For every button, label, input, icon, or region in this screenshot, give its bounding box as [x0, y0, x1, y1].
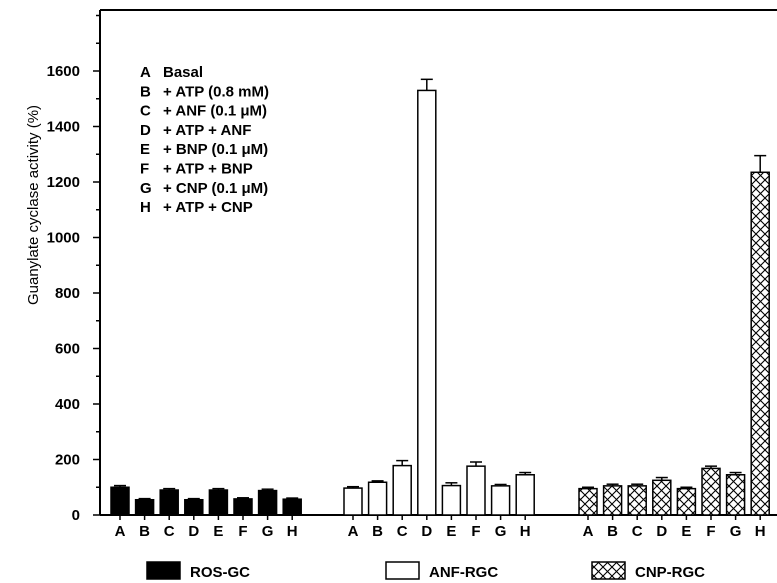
x-category-label: G	[495, 523, 507, 540]
y-tick-label: 1600	[47, 63, 80, 80]
legend-label: CNP-RGC	[635, 564, 705, 581]
bar-anf-rgc-c	[392, 464, 412, 516]
x-category-label: D	[656, 523, 667, 540]
x-category-label: D	[188, 523, 199, 540]
bar-cnp-rgc-g	[725, 474, 746, 516]
bar-cnp-rgc-b	[602, 485, 623, 516]
x-category-label: E	[213, 523, 223, 540]
x-category-label: G	[730, 523, 742, 540]
bar-ros-gc-c	[159, 489, 179, 516]
x-category-label: G	[262, 523, 274, 540]
key-description: + BNP (0.1 μM)	[163, 141, 268, 158]
bar-ros-gc-a	[110, 486, 130, 516]
bar-ros-gc-b	[134, 498, 155, 516]
bar-ros-gc-e	[208, 489, 229, 516]
x-category-label: A	[348, 523, 359, 540]
key-description: + ATP + BNP	[163, 161, 253, 178]
key-description: + ATP (0.8 mM)	[163, 83, 269, 100]
bar-anf-rgc-f	[466, 465, 486, 516]
bars	[110, 78, 770, 516]
y-tick-label: 0	[72, 507, 80, 524]
category-key: A Basal B + ATP (0.8 mM) C + ANF (0.1 μM) D + A…	[140, 64, 269, 216]
legend-label: ANF-RGC	[429, 564, 498, 581]
bar-cnp-rgc-e	[676, 487, 697, 516]
key-letter: F	[140, 161, 149, 178]
x-category-label: E	[681, 523, 691, 540]
key-description: + ATP + CNP	[163, 199, 253, 216]
x-category-label: C	[164, 523, 175, 540]
key-description: + ANF (0.1 μM)	[163, 103, 267, 120]
x-category-label: B	[372, 523, 383, 540]
x-category-label: F	[471, 523, 480, 540]
y-axis-label: Guanylate cyclase activity (%)	[25, 105, 42, 305]
y-tick-label: 600	[55, 341, 80, 358]
key-letter: B	[140, 83, 151, 100]
key-letter: E	[140, 141, 150, 158]
y-tick-label: 1000	[47, 230, 80, 247]
bar-cnp-rgc-h	[750, 171, 770, 516]
y-tick-label: 400	[55, 396, 80, 413]
key-description: + ATP + ANF	[163, 122, 251, 139]
bar-ros-gc-d	[184, 498, 204, 516]
y-tick-label: 800	[55, 285, 80, 302]
x-category-label: F	[706, 523, 715, 540]
y-tick-label: 1400	[47, 119, 80, 136]
bar-anf-rgc-a	[343, 487, 363, 516]
x-category-label: B	[607, 523, 618, 540]
legend-swatch-cnp-rgc	[591, 561, 626, 580]
key-letter: C	[140, 103, 151, 120]
bar-anf-rgc-d	[417, 89, 437, 516]
legend-label: ROS-GC	[190, 564, 250, 581]
key-letter: G	[140, 180, 152, 197]
legend-swatch-anf-rgc	[385, 561, 420, 580]
x-category-label: A	[583, 523, 594, 540]
y-tick-label: 200	[55, 452, 80, 469]
x-category-label: H	[755, 523, 766, 540]
key-letter: D	[140, 122, 151, 139]
key-description: Basal	[163, 64, 203, 81]
bar-anf-rgc-g	[490, 485, 511, 516]
x-category-label: H	[287, 523, 298, 540]
key-letter: H	[140, 199, 151, 216]
bar-cnp-rgc-a	[578, 487, 598, 516]
x-category-label: C	[397, 523, 408, 540]
bar-cnp-rgc-f	[701, 467, 721, 516]
x-category-label: A	[115, 523, 126, 540]
key-letter: A	[140, 64, 151, 81]
x-category-label: F	[238, 523, 247, 540]
bar-cnp-rgc-d	[652, 479, 672, 516]
x-category-label: B	[139, 523, 150, 540]
bar-anf-rgc-b	[367, 481, 388, 516]
bar-anf-rgc-h	[515, 474, 535, 516]
x-category-label: D	[421, 523, 432, 540]
x-category-label: C	[632, 523, 643, 540]
x-category-label: E	[446, 523, 456, 540]
x-category-label: H	[520, 523, 531, 540]
bar-ros-gc-h	[282, 498, 302, 516]
bar-anf-rgc-e	[441, 484, 462, 516]
bar-ros-gc-f	[233, 498, 253, 516]
y-tick-labels: 0 200 400 600 800 1000 1200 1400 1600	[47, 63, 80, 524]
y-tick-label: 1200	[47, 174, 80, 191]
legend-swatch-ros-gc	[146, 561, 181, 580]
legend: ROS-GC ANF-RGC CNP-RGC	[146, 561, 705, 581]
bar-ros-gc-g	[257, 489, 278, 516]
bar-cnp-rgc-c	[627, 485, 647, 516]
key-description: + CNP (0.1 μM)	[163, 180, 268, 197]
